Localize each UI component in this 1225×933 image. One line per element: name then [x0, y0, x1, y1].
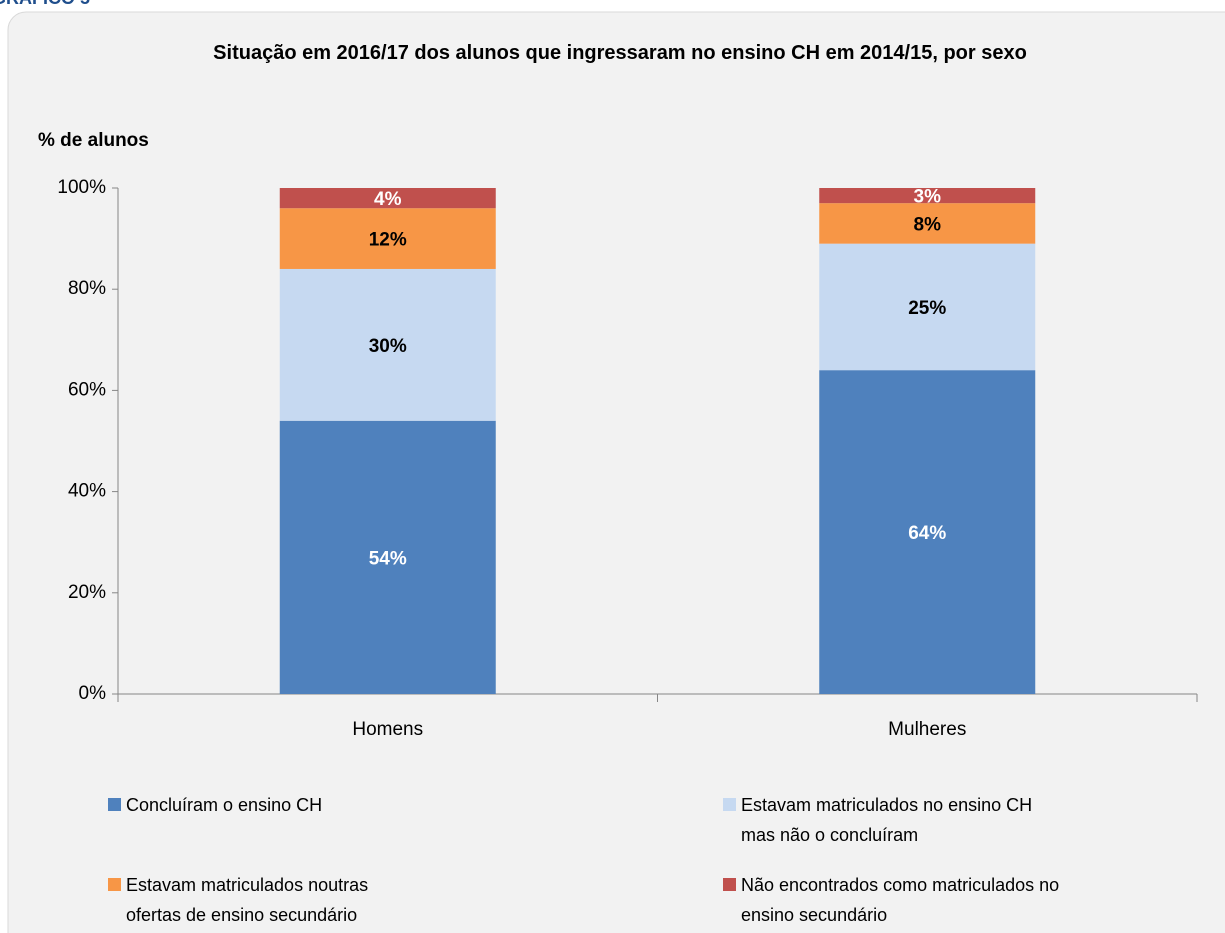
y-tick-label: 40% [68, 481, 106, 502]
y-tick-label: 0% [79, 683, 107, 704]
data-label: 8% [914, 214, 942, 235]
legend-label: Estavam matriculados noutras ofertas de … [126, 875, 369, 925]
bar-segment [819, 203, 1036, 244]
data-label: 3% [914, 187, 942, 208]
data-label: 12% [369, 230, 407, 251]
figure-label: GRÁFICO 5 [0, 0, 90, 9]
data-label: 25% [908, 298, 946, 319]
data-label: 54% [369, 548, 407, 569]
legend-item: Estavam matriculados noutras ofertas de … [108, 870, 416, 930]
y-tick-label: 60% [68, 379, 106, 400]
legend-swatch [108, 798, 121, 811]
legend-swatch [723, 878, 736, 891]
bar-segment [279, 420, 496, 694]
data-label: 30% [369, 336, 407, 357]
bar-segment [279, 188, 496, 209]
y-tick-label: 80% [68, 278, 106, 299]
legend-label: Estavam matriculados no ensino CH mas nã… [741, 795, 1033, 845]
legend-swatch [108, 878, 121, 891]
x-tick-label: Mulheres [888, 719, 966, 740]
chart-title: Situação em 2016/17 dos alunos que ingre… [213, 42, 1027, 64]
legend-item: Não encontrados como matriculados no ens… [723, 870, 1071, 930]
legend-item: Estavam matriculados no ensino CH mas nã… [723, 790, 1071, 850]
legend-label: Concluíram o ensino CH [126, 795, 323, 815]
data-label: 64% [908, 523, 946, 544]
bar-segment [819, 370, 1036, 694]
legend-item: Concluíram o ensino CH [108, 790, 486, 820]
x-tick-label: Homens [352, 719, 423, 740]
legend-swatch [723, 798, 736, 811]
y-axis-label: % de alunos [38, 130, 149, 151]
bar-segment [279, 208, 496, 269]
legend-label: Não encontrados como matriculados no ens… [741, 875, 1060, 925]
bar-segment [819, 188, 1036, 204]
y-tick-label: 20% [68, 582, 106, 603]
data-label: 4% [374, 189, 402, 210]
y-tick-label: 100% [57, 177, 106, 198]
bar-segment [279, 268, 496, 421]
bar-segment [819, 243, 1036, 371]
